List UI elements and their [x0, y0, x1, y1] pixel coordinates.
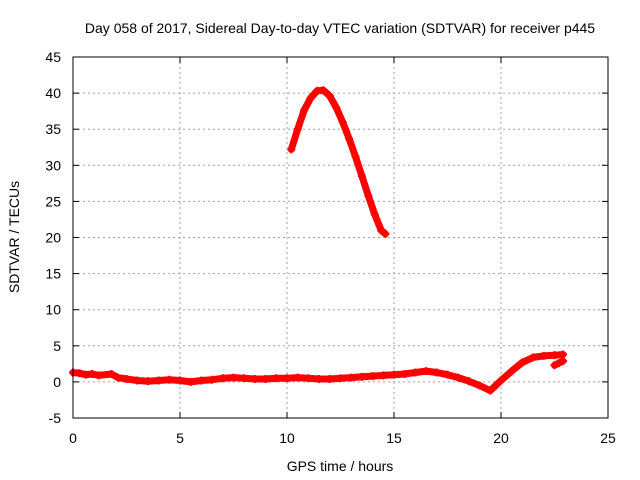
- data-point: [364, 191, 373, 200]
- data-point: [554, 359, 563, 368]
- data-point: [347, 373, 356, 382]
- data-point: [293, 373, 302, 382]
- data-point: [218, 374, 227, 383]
- data-point: [176, 376, 184, 385]
- data-point: [368, 372, 377, 381]
- grid: [73, 57, 608, 418]
- data-point: [325, 375, 334, 384]
- y-tick-label: 25: [45, 193, 61, 209]
- data-point: [272, 374, 281, 383]
- data-point: [550, 361, 559, 370]
- data-point: [518, 358, 527, 367]
- data-point: [497, 376, 505, 385]
- data-point: [357, 372, 366, 381]
- series-SDTVAR: [69, 350, 568, 395]
- data-point: [293, 125, 302, 134]
- data-point: [507, 367, 516, 376]
- series-SDTVAR-arc: [287, 86, 390, 238]
- data-point: [336, 374, 345, 383]
- data-point: [319, 86, 328, 95]
- y-tick-label: -5: [49, 410, 62, 426]
- data-point: [351, 152, 360, 161]
- data-point: [113, 373, 122, 382]
- y-axis-label: SDTVAR / TECUs: [6, 181, 22, 293]
- data-point: [143, 377, 152, 386]
- data-point: [443, 370, 452, 379]
- data-point: [197, 376, 206, 385]
- data-point: [283, 374, 291, 383]
- y-tick-label: 15: [45, 266, 61, 282]
- data-point: [559, 356, 568, 365]
- data-point: [486, 386, 495, 395]
- x-tick-label: 0: [69, 430, 77, 446]
- data-point: [390, 370, 398, 379]
- axes: 0 5 10 15 20 25 -5 0 5 10 15 20 25 30 35 40 45: [45, 49, 616, 446]
- y-tick-label: 40: [45, 85, 61, 101]
- x-tick-label: 25: [600, 430, 616, 446]
- data-point: [306, 94, 315, 103]
- data-point: [208, 375, 217, 384]
- data-point: [154, 376, 163, 385]
- data-point: [411, 368, 420, 377]
- y-tick-label: 5: [53, 338, 61, 354]
- x-axis-label: GPS time / hours: [287, 458, 394, 474]
- data-point: [550, 351, 559, 360]
- data-point: [94, 371, 103, 380]
- data-point: [250, 375, 259, 384]
- series-SDTVAR-tail: [550, 356, 568, 370]
- data-point: [454, 373, 463, 382]
- data-point: [379, 371, 388, 380]
- data-point: [261, 375, 270, 384]
- chart-title: Day 058 of 2017, Sidereal Day-to-day VTE…: [85, 20, 595, 36]
- data-point: [338, 117, 347, 126]
- data-point: [345, 134, 354, 143]
- data-point: [400, 369, 409, 378]
- series-group: [69, 86, 568, 395]
- data-point: [165, 375, 174, 384]
- data-point: [377, 226, 386, 235]
- data-point: [75, 369, 84, 378]
- y-tick-label: 45: [45, 49, 61, 65]
- data-point: [186, 377, 195, 386]
- data-point: [539, 351, 548, 360]
- data-point: [300, 106, 309, 115]
- data-point: [240, 374, 249, 383]
- data-point: [332, 103, 341, 112]
- data-point: [315, 375, 324, 384]
- y-tick-label: 20: [45, 230, 61, 246]
- y-tick-label: 10: [45, 302, 61, 318]
- x-tick-label: 15: [386, 430, 402, 446]
- data-point: [287, 145, 296, 154]
- data-point: [325, 91, 334, 100]
- data-point: [464, 377, 473, 386]
- data-point: [381, 229, 390, 238]
- data-point: [432, 368, 441, 377]
- data-point: [370, 210, 379, 219]
- data-point: [107, 369, 116, 378]
- x-tick-label: 20: [493, 430, 509, 446]
- data-point: [229, 373, 238, 382]
- data-point: [122, 375, 131, 384]
- data-point: [529, 353, 538, 362]
- data-point: [357, 172, 366, 181]
- y-tick-label: 30: [45, 157, 61, 173]
- x-tick-label: 10: [279, 430, 295, 446]
- data-point: [88, 369, 97, 378]
- data-point: [304, 374, 313, 383]
- data-point: [475, 381, 484, 390]
- y-tick-label: 35: [45, 121, 61, 137]
- y-tick-label: 0: [53, 374, 61, 390]
- series-line: [287, 86, 389, 238]
- data-point: [422, 367, 431, 376]
- x-tick-label: 5: [176, 430, 184, 446]
- data-point: [133, 376, 142, 385]
